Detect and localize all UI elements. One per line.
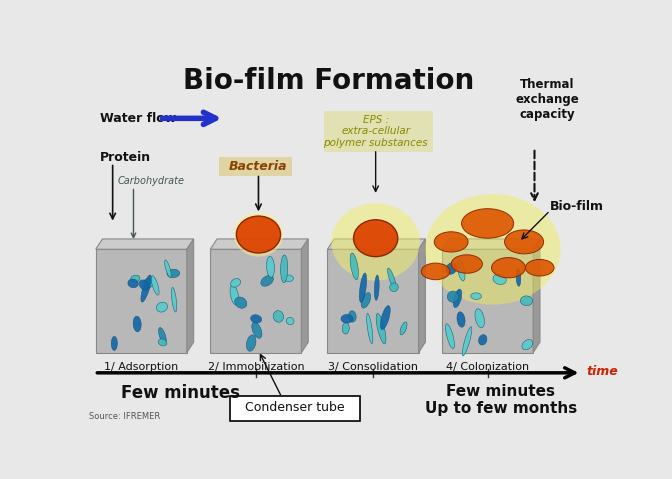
FancyBboxPatch shape xyxy=(324,111,433,151)
Polygon shape xyxy=(442,239,540,249)
Ellipse shape xyxy=(274,311,284,322)
Ellipse shape xyxy=(234,212,283,257)
Polygon shape xyxy=(327,239,425,249)
Ellipse shape xyxy=(139,280,149,290)
Ellipse shape xyxy=(165,260,171,277)
Ellipse shape xyxy=(142,278,153,288)
Ellipse shape xyxy=(493,274,506,285)
FancyBboxPatch shape xyxy=(219,157,292,175)
Text: Few minutes: Few minutes xyxy=(121,384,240,402)
Polygon shape xyxy=(442,249,533,353)
Text: 1/ Adsorption: 1/ Adsorption xyxy=(104,362,178,372)
Ellipse shape xyxy=(380,306,390,330)
Text: Bio-film Formation: Bio-film Formation xyxy=(183,67,474,95)
Ellipse shape xyxy=(251,315,261,323)
Ellipse shape xyxy=(462,209,513,238)
Ellipse shape xyxy=(331,203,420,281)
Ellipse shape xyxy=(247,335,256,351)
Ellipse shape xyxy=(505,230,544,254)
Ellipse shape xyxy=(475,309,485,328)
Ellipse shape xyxy=(159,328,166,344)
Ellipse shape xyxy=(367,313,373,343)
Ellipse shape xyxy=(141,275,151,302)
Ellipse shape xyxy=(446,324,454,349)
Ellipse shape xyxy=(376,313,386,344)
Ellipse shape xyxy=(390,283,398,292)
FancyBboxPatch shape xyxy=(230,396,360,421)
Polygon shape xyxy=(210,249,302,353)
Ellipse shape xyxy=(157,302,167,312)
Text: Carbohydrate: Carbohydrate xyxy=(118,176,185,186)
Ellipse shape xyxy=(237,216,281,253)
Ellipse shape xyxy=(341,315,353,323)
Ellipse shape xyxy=(130,275,140,282)
Text: Thermal
exchange
capacity: Thermal exchange capacity xyxy=(515,78,579,121)
Text: 2/ Immobilization: 2/ Immobilization xyxy=(208,362,304,372)
Ellipse shape xyxy=(400,322,407,335)
Polygon shape xyxy=(302,239,308,353)
Ellipse shape xyxy=(516,269,521,286)
Ellipse shape xyxy=(350,253,358,280)
Polygon shape xyxy=(419,239,425,353)
Ellipse shape xyxy=(230,279,241,287)
Ellipse shape xyxy=(374,275,379,300)
Ellipse shape xyxy=(286,318,294,325)
Text: 3/ Consolidation: 3/ Consolidation xyxy=(328,362,418,372)
Text: Few minutes
Up to few months: Few minutes Up to few months xyxy=(425,384,577,416)
Ellipse shape xyxy=(151,276,159,295)
Ellipse shape xyxy=(281,255,288,283)
Text: 4/ Colonization: 4/ Colonization xyxy=(446,362,529,372)
Text: Bio-film: Bio-film xyxy=(550,200,604,213)
Ellipse shape xyxy=(112,336,118,350)
Ellipse shape xyxy=(353,220,398,257)
Text: Condenser tube: Condenser tube xyxy=(245,401,345,414)
Ellipse shape xyxy=(388,268,396,289)
Ellipse shape xyxy=(342,323,349,334)
Ellipse shape xyxy=(457,312,465,327)
Ellipse shape xyxy=(448,291,459,302)
Ellipse shape xyxy=(171,287,177,312)
Polygon shape xyxy=(210,239,308,249)
Ellipse shape xyxy=(284,275,294,282)
Ellipse shape xyxy=(267,256,274,277)
Text: Water flow: Water flow xyxy=(99,112,176,125)
Ellipse shape xyxy=(360,273,367,303)
Ellipse shape xyxy=(128,279,138,288)
Ellipse shape xyxy=(462,327,472,356)
Polygon shape xyxy=(533,239,540,353)
Ellipse shape xyxy=(261,275,274,286)
Ellipse shape xyxy=(349,311,356,322)
Ellipse shape xyxy=(361,293,371,308)
Polygon shape xyxy=(327,249,419,353)
Ellipse shape xyxy=(478,335,487,345)
Ellipse shape xyxy=(458,261,465,281)
Text: Bacteria: Bacteria xyxy=(229,160,288,173)
Ellipse shape xyxy=(491,258,526,278)
Ellipse shape xyxy=(235,297,247,308)
Text: Protein: Protein xyxy=(99,150,151,163)
Ellipse shape xyxy=(252,322,262,338)
Ellipse shape xyxy=(471,293,481,299)
Ellipse shape xyxy=(167,269,179,277)
Ellipse shape xyxy=(159,339,167,346)
Ellipse shape xyxy=(520,296,533,306)
Ellipse shape xyxy=(446,263,457,274)
Polygon shape xyxy=(187,239,194,353)
Ellipse shape xyxy=(522,340,533,350)
Ellipse shape xyxy=(526,260,554,276)
Ellipse shape xyxy=(434,232,468,252)
Ellipse shape xyxy=(230,285,239,305)
Text: Source: IFREMER: Source: IFREMER xyxy=(89,412,161,421)
Ellipse shape xyxy=(451,255,482,273)
Polygon shape xyxy=(95,249,187,353)
Text: time: time xyxy=(587,365,618,378)
Ellipse shape xyxy=(425,194,560,305)
Text: EPS :
extra-cellular
polymer substances: EPS : extra-cellular polymer substances xyxy=(323,114,428,148)
Ellipse shape xyxy=(421,263,450,280)
Ellipse shape xyxy=(454,289,462,308)
Polygon shape xyxy=(95,239,194,249)
Ellipse shape xyxy=(133,316,141,332)
